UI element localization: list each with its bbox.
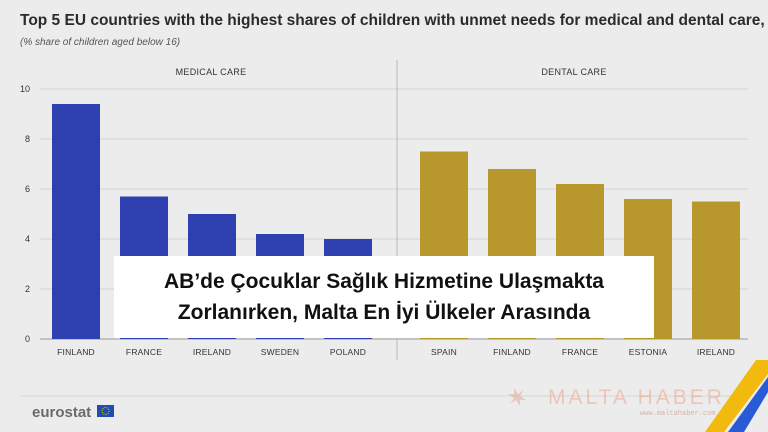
panel-title-dental: DENTAL CARE [541,67,606,77]
panel-title-medical: MEDICAL CARE [176,67,247,77]
y-tick-label: 0 [25,334,30,344]
y-tick-label: 8 [25,134,30,144]
watermark-url: www.maltahaber.com [640,410,716,418]
watermark-cross-icon [508,388,526,406]
category-label: ESTONIA [629,347,668,357]
bar-dental-ireland [692,201,740,339]
category-label: SWEDEN [261,347,300,357]
y-tick-label: 2 [25,284,30,294]
category-label: SPAIN [431,347,457,357]
eu-flag-icon [97,405,114,417]
y-tick-label: 6 [25,184,30,194]
category-label: IRELAND [193,347,231,357]
watermark-text: MALTA HABER [548,386,725,409]
headline-line-1: AB’de Çocuklar Sağlık Hizmetine Ulaşmakt… [164,270,604,293]
y-tick-label: 10 [20,84,30,94]
y-tick-label: 4 [25,234,30,244]
category-label: FRANCE [562,347,598,357]
category-label: FRANCE [126,347,162,357]
y-axis: 0 2 4 6 8 10 [20,84,30,344]
chart-subtitle: (% share of children aged below 16) [20,37,180,48]
chart-title: Top 5 EU countries with the highest shar… [20,12,768,29]
category-label: FINLAND [493,347,531,357]
headline-line-2: Zorlanırken, Malta En İyi Ülkeler Arasın… [177,301,591,324]
category-label: FINLAND [57,347,95,357]
category-label: POLAND [330,347,366,357]
headline-overlay: AB’de Çocuklar Sağlık Hizmetine Ulaşmakt… [114,256,654,338]
category-label: IRELAND [697,347,735,357]
bar-medical-finland [52,104,100,339]
eurostat-logo: eurostat [32,404,91,421]
category-labels: FINLAND FRANCE IRELAND SWEDEN POLAND SPAIN FIN… [57,347,735,357]
brand-accent-stripes [705,360,768,432]
